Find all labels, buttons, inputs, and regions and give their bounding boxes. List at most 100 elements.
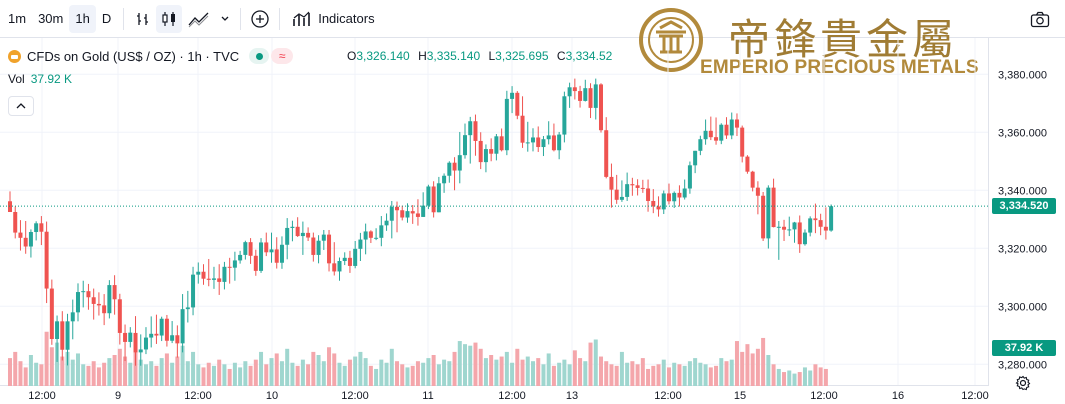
chevron-down-icon[interactable] [216, 5, 234, 33]
volume-bar [117, 348, 122, 386]
collapse-legend-button[interactable] [8, 96, 34, 116]
volume-bar [551, 365, 556, 386]
volume-bar [614, 365, 619, 386]
volume-bar [635, 364, 640, 386]
volume-bar [185, 361, 190, 386]
candle-body [640, 187, 645, 189]
volume-bar [311, 351, 316, 386]
volume-bar [640, 358, 645, 386]
volume-bar [23, 367, 28, 386]
volume-bar [598, 356, 603, 386]
compare-plus-icon[interactable] [247, 5, 273, 33]
settings-gear-icon[interactable] [1014, 374, 1032, 392]
interval-d[interactable]: D [101, 11, 112, 26]
candle-body [55, 321, 60, 340]
interval-30m[interactable]: 30m [38, 11, 64, 26]
candle-body [269, 249, 274, 253]
toolbar-divider [123, 7, 125, 30]
candle-body [630, 184, 635, 186]
interval-1h[interactable]: 1h [69, 4, 96, 33]
candle-body [23, 237, 28, 247]
candle-body [175, 335, 180, 344]
volume-bar [18, 361, 23, 386]
candle-body [431, 186, 436, 213]
volume-bar [541, 364, 546, 386]
candle-body [766, 187, 771, 239]
wave-icon[interactable]: ≈ [271, 48, 294, 64]
volume-bar [431, 355, 436, 386]
candle-body [724, 124, 729, 136]
volume-bar [332, 353, 337, 386]
volume-bar [546, 353, 551, 386]
volume-bar [468, 345, 473, 386]
candle-body [583, 88, 588, 101]
volume-value: 37.92 K [30, 72, 73, 86]
area-chart-icon[interactable] [182, 5, 216, 33]
volume-bar [274, 353, 279, 386]
candle-body [264, 242, 269, 253]
candle-body [682, 188, 687, 198]
volume-bar [211, 365, 216, 386]
ohlc-open-value: 3,326.140 [356, 49, 410, 63]
volume-bar [808, 370, 813, 386]
volume-bar [290, 362, 295, 386]
last-price-tag: 3,334.520 [992, 198, 1056, 215]
candle-body [782, 226, 787, 230]
candle-body [661, 193, 666, 210]
volume-bar [143, 364, 148, 386]
candle-body [672, 192, 677, 202]
candle-body [452, 162, 457, 171]
candle-body [96, 303, 101, 306]
volume-bar [567, 364, 572, 386]
candle-body [138, 349, 143, 353]
brand-seal-icon [639, 8, 703, 72]
volume-bar [8, 358, 12, 386]
candle-body [243, 242, 248, 255]
volume-bar [337, 362, 342, 386]
candle-body [483, 149, 488, 163]
symbol-legend[interactable]: CFDs on Gold (US$ / OZ) · 1h · TVC ≈ [8, 48, 294, 64]
ohlc-high-key: H [418, 49, 427, 63]
price-chart[interactable]: 3,380.000 3,360.000 3,340.000 3,320.000 3,30… [0, 38, 1065, 404]
volume-bar [421, 362, 426, 386]
volume-bar [452, 351, 457, 386]
volume-bar [264, 364, 269, 386]
candle-body [787, 229, 792, 231]
ohlc-values: O3,326.140 H3,335.140 L3,325.695 C3,334.… [347, 49, 617, 63]
volume-bar [557, 362, 562, 386]
volume-bar [572, 350, 577, 386]
volume-bar [583, 361, 588, 386]
candle-body [295, 226, 300, 237]
volume-bar [478, 348, 483, 386]
candle-body [802, 232, 807, 245]
candle-body [112, 285, 117, 300]
volume-bar [384, 362, 389, 386]
market-open-icon[interactable] [249, 48, 270, 64]
candle-body [410, 211, 415, 214]
brand-chinese-name: 帝鋒貴金屬 [728, 15, 959, 64]
interval-1m[interactable]: 1m [8, 11, 27, 26]
candles-icon[interactable] [156, 4, 183, 33]
candle-body [337, 261, 342, 272]
indicators-button[interactable]: Indicators [286, 5, 380, 33]
candle-body [133, 332, 138, 353]
candle-body [714, 137, 719, 141]
candle-body [604, 130, 609, 177]
volume-legend[interactable]: Vol 37.92 K [8, 72, 72, 86]
candle-body [196, 271, 201, 275]
volume-bar [687, 361, 692, 386]
candle-body [520, 115, 525, 143]
volume-bar [243, 361, 248, 386]
ohlc-close-key: C [556, 49, 566, 63]
bar-style-icon[interactable] [130, 5, 156, 33]
candle-body [729, 119, 734, 136]
volume-bar [729, 359, 734, 386]
camera-icon[interactable] [1028, 8, 1052, 30]
volume-bar [107, 358, 112, 386]
candle-body [379, 225, 384, 238]
volume-bar [232, 362, 237, 386]
volume-bar [81, 364, 86, 386]
candle-body [400, 210, 405, 218]
volume-bar [630, 361, 635, 386]
legend-toggles: ≈ [249, 48, 294, 64]
